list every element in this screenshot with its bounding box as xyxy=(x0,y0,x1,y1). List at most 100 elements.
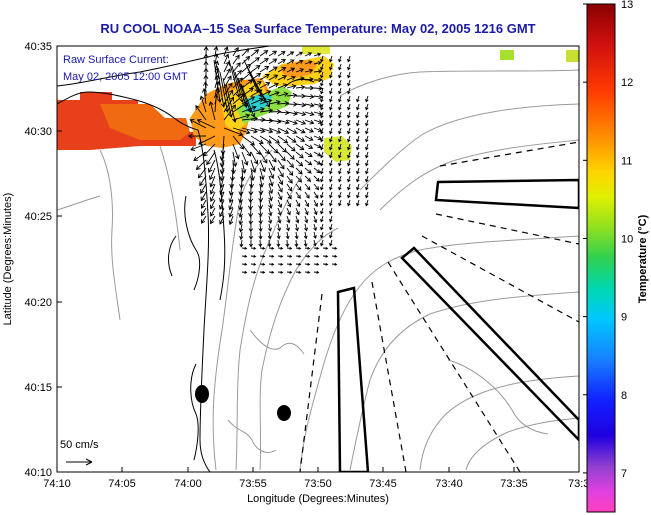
bathymetry-contours xyxy=(57,69,579,471)
current-vector xyxy=(268,191,273,202)
current-vector xyxy=(295,246,302,250)
current-vector xyxy=(304,191,310,199)
current-vector xyxy=(329,215,333,223)
current-vector xyxy=(268,151,277,163)
current-vector xyxy=(286,223,291,232)
current-vector xyxy=(304,102,315,108)
current-vector xyxy=(365,183,369,191)
current-vector xyxy=(250,65,261,73)
current-vector xyxy=(356,127,360,135)
current-vector xyxy=(304,207,309,216)
current-vector xyxy=(347,103,351,111)
current-vector xyxy=(232,143,240,160)
x-tick-label: 74:10 xyxy=(43,478,71,490)
current-vector xyxy=(294,239,299,248)
current-vector xyxy=(277,246,284,250)
current-vector xyxy=(228,215,234,226)
current-vector xyxy=(189,119,207,129)
current-vector xyxy=(193,151,207,161)
current-vector xyxy=(209,207,216,217)
current-vector xyxy=(228,207,234,218)
contour-line xyxy=(249,329,305,355)
current-vector xyxy=(320,199,324,207)
current-vector xyxy=(241,63,252,73)
current-vector xyxy=(187,133,207,139)
current-vector xyxy=(268,183,274,195)
current-vector xyxy=(329,159,333,167)
current-vector xyxy=(313,191,319,199)
current-vector xyxy=(286,92,298,98)
current-vector xyxy=(295,167,303,175)
current-vector xyxy=(347,119,351,127)
coast-line xyxy=(190,363,199,461)
current-vector xyxy=(286,67,296,73)
current-vector xyxy=(304,111,315,117)
current-vector xyxy=(320,103,324,111)
current-vector xyxy=(286,199,292,208)
current-vector xyxy=(250,135,264,144)
current-vector xyxy=(347,95,351,103)
current-vector xyxy=(295,254,302,258)
current-vector xyxy=(249,175,254,189)
current-vector xyxy=(200,191,207,202)
current-vector xyxy=(304,52,313,57)
current-vector xyxy=(304,60,313,65)
current-vector xyxy=(231,159,237,175)
current-vector xyxy=(286,246,293,250)
current-vector xyxy=(347,199,351,207)
current-vector xyxy=(241,270,248,274)
current-vector xyxy=(250,270,257,274)
contour-line xyxy=(99,149,121,321)
current-vector xyxy=(277,183,283,193)
current-vector xyxy=(286,143,296,152)
current-vector xyxy=(219,215,225,225)
current-vector xyxy=(338,55,342,63)
current-vector xyxy=(286,51,295,57)
current-vector xyxy=(286,84,297,89)
colorbar-ticks: 13 12 11 10 9 8 7 xyxy=(583,0,633,480)
sst-patch-north-orange xyxy=(280,60,318,78)
coast-line xyxy=(184,195,201,291)
current-vector xyxy=(201,87,207,105)
separation-line xyxy=(435,213,579,245)
current-vector xyxy=(313,60,322,66)
current-vector xyxy=(219,183,225,196)
current-vector xyxy=(295,199,301,208)
current-vector xyxy=(259,135,272,144)
current-vector xyxy=(259,73,270,81)
current-vector xyxy=(241,143,252,157)
scale-label: 50 cm/s xyxy=(60,439,99,451)
x-tick-label: 74:00 xyxy=(174,478,202,490)
current-vector xyxy=(223,82,233,97)
current-vector xyxy=(304,254,311,258)
current-vector xyxy=(286,59,295,65)
current-vector xyxy=(295,135,306,142)
current-vector xyxy=(322,246,329,250)
current-vector xyxy=(320,207,324,215)
current-vector xyxy=(248,231,254,240)
current-vector xyxy=(286,127,298,134)
sst-patch-top xyxy=(302,46,330,54)
current-vector xyxy=(240,167,246,182)
contour-line xyxy=(227,419,277,453)
current-vector xyxy=(277,110,290,116)
current-vector xyxy=(347,159,351,167)
current-vector xyxy=(356,167,360,175)
current-vector xyxy=(250,159,257,174)
colorbar-tick-label: 13 xyxy=(621,0,633,11)
current-vector xyxy=(313,215,318,224)
current-vector xyxy=(320,95,324,103)
current-vector xyxy=(248,223,254,233)
current-vector xyxy=(331,262,338,266)
current-vector xyxy=(238,207,244,218)
current-vector xyxy=(268,246,275,250)
current-vector xyxy=(365,119,369,127)
x-tick-label: 73:3 xyxy=(568,478,589,490)
current-vector xyxy=(304,215,309,224)
current-vector xyxy=(313,231,317,239)
current-vector xyxy=(219,71,230,113)
current-vector xyxy=(320,79,324,87)
current-vector xyxy=(277,135,289,144)
current-vector xyxy=(313,159,322,165)
